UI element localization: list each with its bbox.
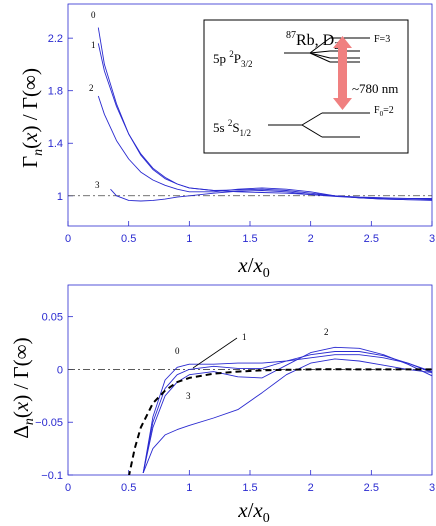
curve-label-0: 0 (175, 346, 180, 356)
tick-marks (67, 316, 433, 476)
x-tick-label: 0 (65, 233, 71, 245)
series-line-2 (142, 346, 432, 473)
inset-wavelength: ~780 nm (352, 81, 398, 96)
x-tick-label: 1.5 (242, 482, 257, 494)
gamma-panel: 0 0.5 1 1.5 2 2.5 3 1 1.4 1.8 2.2 0 1 2 3 x/x0 Γn… (18, 3, 435, 281)
y-tick-label: 1.4 (48, 138, 63, 150)
curve-label-1-leader (192, 337, 238, 369)
x-tick-label: 2 (308, 233, 314, 245)
curve-label-2: 2 (324, 327, 329, 337)
curve-label-3: 3 (95, 180, 100, 190)
y-tick-label: 1.8 (48, 86, 63, 98)
x-axis-label: x/x0 (237, 253, 270, 281)
energy-level-inset: 87Rb, D2 5p 2P3/2 5s 2S1/2 F=3 F0=2 ~780… (203, 19, 409, 154)
x-axis-label: x/x0 (237, 498, 270, 526)
inset-frame (203, 19, 409, 154)
y-tick-label: −0.05 (35, 417, 63, 429)
series-line-1 (142, 351, 432, 473)
y-tick-labels: −0.1 −0.05 0 0.05 (35, 312, 63, 482)
series-curves (128, 346, 432, 475)
series-curves (97, 27, 432, 202)
x-tick-label: 1.5 (242, 233, 257, 245)
curve-label-2: 2 (89, 83, 94, 93)
x-tick-label: 2.5 (364, 233, 379, 245)
curve-label-1: 1 (91, 40, 96, 50)
y-axis-label: Δn(x) / Γ(∞) (9, 337, 37, 438)
delta-panel: 0 0.5 1 1.5 2 2.5 3 −0.1 −0.05 0 0.05 0 1 2 3 x/x… (9, 284, 435, 526)
y-tick-label: 1 (57, 191, 63, 203)
curve-label-1: 1 (242, 332, 247, 342)
level-lines (268, 37, 370, 138)
transition-arrow-icon (333, 36, 352, 110)
x-tick-labels: 0 0.5 1 1.5 2 2.5 3 (65, 482, 435, 494)
series-dashed-reference (128, 368, 432, 475)
y-tick-label: 0.05 (42, 312, 63, 324)
y-tick-label: 2.2 (48, 33, 63, 45)
series-line-0 (142, 354, 432, 473)
x-tick-label: 2 (308, 482, 314, 494)
inset-upper-f: F=3 (374, 34, 390, 45)
y-axis-label: Γn(x) / Γ(∞) (18, 68, 46, 168)
x-tick-label: 0.5 (121, 233, 136, 245)
x-tick-label: 2.5 (364, 482, 379, 494)
x-tick-label: 3 (429, 482, 435, 494)
x-tick-label: 1 (186, 482, 192, 494)
x-tick-label: 0 (65, 482, 71, 494)
x-tick-label: 3 (429, 233, 435, 245)
y-tick-labels: 1 1.4 1.8 2.2 (48, 33, 63, 203)
x-tick-label: 1 (186, 233, 192, 245)
x-tick-label: 0.5 (121, 482, 136, 494)
curve-label-0: 0 (91, 10, 96, 20)
series-line-3 (142, 358, 432, 474)
curve-label-3: 3 (186, 391, 191, 401)
inset-lower-f: F0=2 (374, 105, 394, 118)
plot-frame (67, 284, 433, 476)
y-tick-label: 0 (57, 364, 63, 376)
series-line-3 (110, 188, 432, 202)
x-tick-labels: 0 0.5 1 1.5 2 2.5 3 (65, 233, 435, 245)
y-tick-label: −0.1 (41, 470, 63, 482)
